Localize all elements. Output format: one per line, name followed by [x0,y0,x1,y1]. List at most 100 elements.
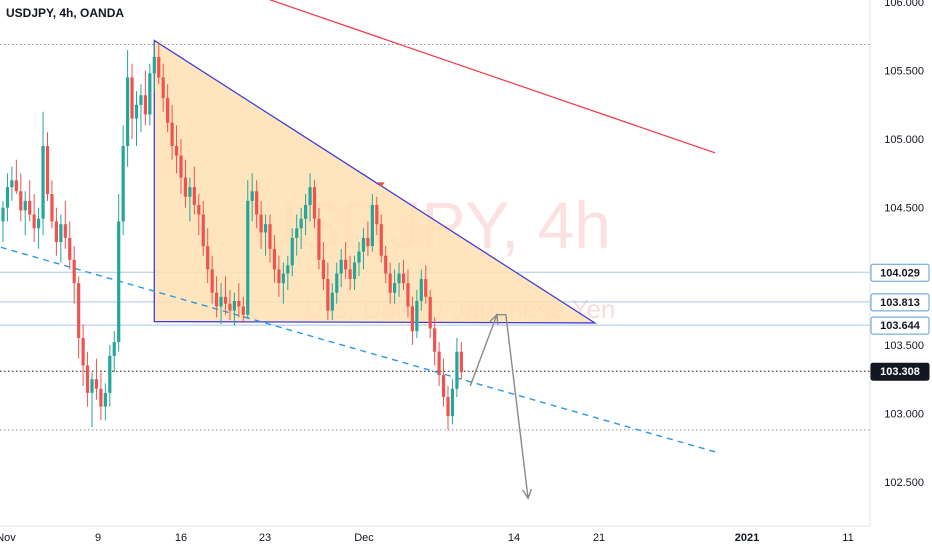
candle [370,194,374,252]
candle [197,194,201,236]
price-tick-label: 105.500 [884,66,924,78]
candle [335,262,339,304]
candle [32,194,36,242]
candle [441,358,446,407]
candle [68,221,72,270]
candle [304,194,308,236]
triangle-pattern[interactable] [153,39,598,324]
candle [223,276,228,315]
price-badge-box [870,362,930,381]
candle [174,125,179,174]
candle-body [5,187,10,208]
candle [45,132,50,201]
candle-body [281,273,285,284]
price-badge-box [870,263,930,282]
price-badge-label: 104.029 [880,267,920,279]
candle-body [250,191,254,201]
candle [210,255,214,304]
candle [219,283,223,325]
candle [450,379,455,425]
candle [286,255,290,290]
price-tick-label: 102.500 [884,477,924,489]
candle-body [99,388,103,407]
price-badge: 103.813 [870,293,930,312]
candle [72,246,76,304]
candle [459,342,463,380]
candle [232,292,236,326]
candle-body [339,259,343,274]
candle [263,214,268,256]
candle-body [228,303,232,311]
candle-body [117,221,121,343]
candle [433,317,437,366]
time-tick-label: 2021 [735,532,759,544]
candle-body [246,200,250,315]
candle [28,180,32,222]
candle [295,214,299,256]
candle-body [335,273,339,293]
candle-body [277,269,281,284]
candle-body [19,191,23,211]
candle-body [148,73,152,115]
candle-body [139,95,143,105]
candle [272,235,277,284]
candle-body [308,187,312,205]
projection-path[interactable] [469,313,529,499]
projection-arrows[interactable] [469,313,532,501]
resistance-trend-line[interactable] [217,0,716,154]
candle [126,50,130,167]
candle-body [37,218,41,229]
price-badge-label: 103.644 [880,320,921,332]
candle-body [410,306,414,332]
price-tick-labels: 106.000 105.500 105.000 104.500 103.500 103.0… [884,0,924,489]
candle-body [223,296,228,304]
candle [357,242,361,277]
candle-body [215,292,219,307]
price-badge-box [870,293,930,312]
candle-body [406,283,410,307]
candle-body [344,259,348,270]
candle [361,228,366,270]
time-tick-label: 9 [95,532,101,544]
candle [10,166,14,201]
candle [23,191,27,236]
candle [268,214,272,263]
candle [321,242,325,290]
candle [415,290,419,338]
price-badge-label: 103.308 [880,366,920,378]
candle-body [384,255,388,274]
candle [255,180,259,229]
candle [90,372,94,428]
candle-body [361,237,366,252]
candle [241,296,245,323]
price-badge-label: 103.813 [880,297,920,309]
candle-body [188,187,192,197]
candle [312,180,317,229]
candle [108,344,112,407]
candle [157,43,161,85]
candle [419,269,423,311]
candle [192,166,196,215]
price-tick-label: 103.500 [884,340,924,352]
time-tick-label: 14 [508,532,520,544]
candle-body [241,306,245,315]
price-tick-label: 103.000 [884,408,924,420]
candle-body [219,296,223,307]
candle-body [393,283,397,293]
candle [250,173,254,222]
candle [375,196,379,236]
time-tick-label: Dec [354,532,374,544]
candle-body [348,269,352,280]
candle-body [304,204,308,219]
descending-triangle[interactable] [153,39,598,324]
candle-body [286,265,290,274]
time-tick-label: 21 [593,532,605,544]
trend-lines[interactable] [0,0,716,453]
candle [134,91,139,146]
candle [161,63,165,112]
candle-body [108,355,112,393]
price-axis[interactable] [869,0,932,526]
candle-body [77,283,81,338]
candle [237,283,241,318]
